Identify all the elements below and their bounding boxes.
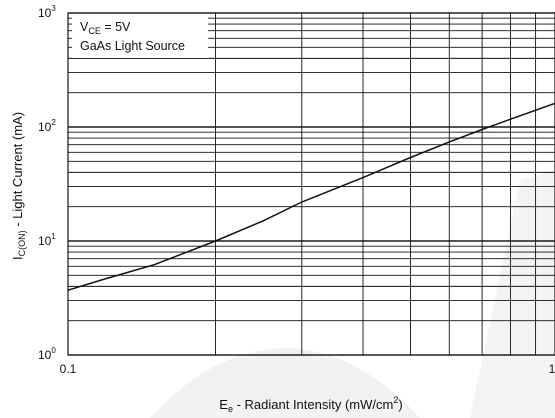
- y-tick-label: 101: [38, 232, 56, 248]
- y-tick-label: 100: [38, 346, 56, 362]
- y-tick-labels: 100 101 102 103: [38, 4, 56, 362]
- x-tick-label: 1: [549, 362, 555, 376]
- y-tick-label: 102: [38, 118, 56, 134]
- grid-lines: [68, 12, 555, 356]
- annotation-box: VCE = 5V GaAs Light Source: [72, 14, 208, 58]
- x-axis-label: Ee - Radiant Intensity (mW/cm2): [219, 395, 402, 414]
- x-tick-labels: 0.1 1: [60, 362, 555, 376]
- annotation-light-source: GaAs Light Source: [80, 39, 185, 53]
- annotation-vce: VCE = 5V: [80, 20, 131, 36]
- y-axis-label: IC(ON) - Light Current (mA): [10, 112, 27, 260]
- series-line: [67, 102, 555, 291]
- y-tick-label: 103: [38, 4, 56, 20]
- plot-frame: [67, 12, 555, 356]
- x-tick-label: 0.1: [60, 362, 77, 376]
